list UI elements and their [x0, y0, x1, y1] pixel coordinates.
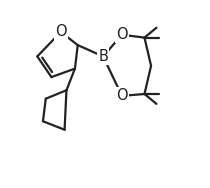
Text: O: O [116, 27, 128, 42]
Text: B: B [98, 49, 108, 64]
Text: O: O [55, 24, 67, 39]
Text: O: O [116, 88, 128, 103]
